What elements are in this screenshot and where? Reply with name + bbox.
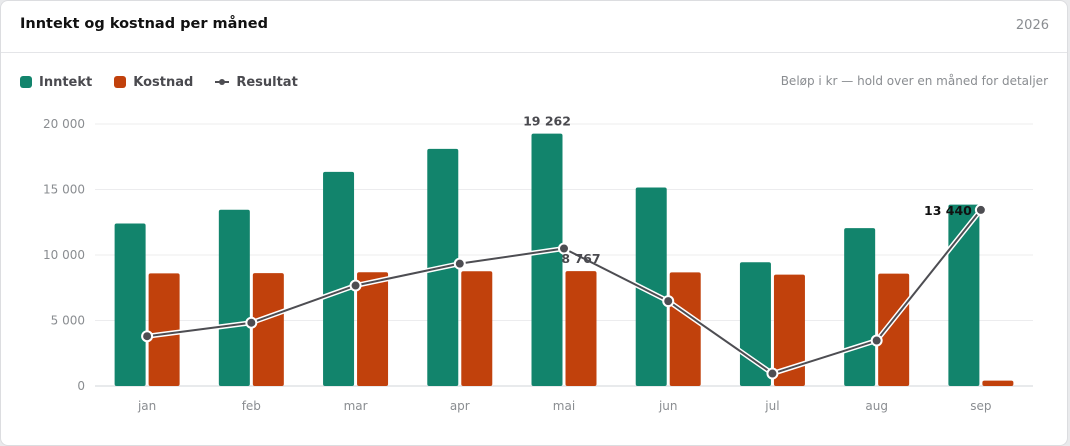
legend-label-income: Inntekt	[39, 74, 93, 90]
bar-income	[635, 187, 667, 386]
legend-item-income[interactable]: Inntekt	[20, 75, 92, 90]
data-labels: 19 262 8 767 13 440	[523, 114, 972, 266]
bar-income	[948, 204, 980, 386]
bar-income	[531, 133, 563, 386]
x-tick-label: apr	[450, 399, 470, 413]
x-tick-label: sep	[970, 399, 991, 413]
legend-item-cost[interactable]: Kostnad	[114, 75, 193, 90]
result-point	[662, 295, 675, 308]
bar-income	[323, 171, 355, 386]
legend-label-cost: Kostnad	[133, 74, 194, 90]
result-point	[245, 316, 258, 329]
x-tick-label: jun	[658, 399, 678, 413]
x-tick-label: feb	[242, 399, 261, 413]
bar-income	[114, 223, 146, 386]
result-point	[870, 334, 883, 347]
chart-title: Inntekt og kostnad per måned	[20, 16, 268, 32]
x-tick-label: jan	[137, 399, 156, 413]
data-label: 8 767	[561, 251, 600, 266]
result-point	[766, 367, 779, 380]
bar-cost	[357, 272, 389, 386]
bars	[114, 133, 1014, 386]
income-swatch-icon	[20, 76, 32, 88]
bar-income	[218, 209, 250, 386]
card-header: Inntekt og kostnad per måned 2026	[1, 1, 1067, 53]
x-tick-label: mar	[344, 399, 368, 413]
chart-legend: Inntekt Kostnad Resultat	[20, 73, 320, 91]
bar-cost	[565, 271, 597, 386]
data-label: 13 440	[924, 203, 972, 218]
result-point	[349, 279, 362, 292]
bar-cost	[982, 380, 1014, 386]
x-tick-label: jul	[764, 399, 779, 413]
y-tick-label: 15 000	[43, 183, 85, 197]
bar-cost	[773, 274, 805, 386]
result-point	[558, 242, 570, 255]
legend-label-result: Resultat	[236, 74, 298, 90]
y-axis: 20 000 15 000 10 000 5 000 0	[43, 117, 85, 393]
y-tick-label: 5 000	[51, 314, 85, 328]
bar-cost	[252, 273, 284, 386]
bar-cost	[148, 273, 180, 386]
result-point	[141, 330, 154, 343]
cost-swatch-icon	[114, 76, 127, 88]
result-line	[141, 203, 987, 380]
legend-item-result[interactable]: Resultat	[215, 74, 298, 90]
y-tick-label: 0	[77, 379, 85, 393]
x-tick-label: aug	[865, 399, 888, 413]
bar-cost	[878, 273, 910, 386]
bar-cost	[461, 271, 493, 386]
data-label: 19 262	[523, 114, 571, 129]
chart-note: Beløp i kr — hold over en måned for deta…	[780, 74, 1048, 88]
result-point	[453, 257, 466, 270]
year-label: 2026	[1015, 18, 1049, 33]
x-tick-label: mai	[553, 399, 575, 413]
x-axis: jan feb mar apr mai jun jul aug sep	[137, 399, 992, 413]
y-tick-label: 10 000	[43, 248, 85, 262]
bar-income	[844, 228, 876, 386]
bar-cost	[669, 272, 701, 386]
y-tick-label: 20 000	[43, 117, 85, 131]
result-point	[974, 203, 987, 216]
line-marker-icon	[215, 76, 230, 88]
